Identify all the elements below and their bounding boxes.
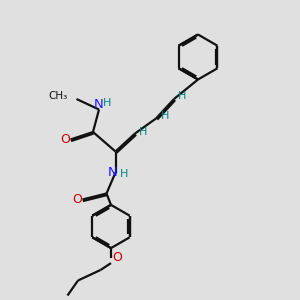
Text: O: O: [61, 133, 70, 146]
Text: N: N: [94, 98, 104, 111]
Text: H: H: [120, 169, 128, 179]
Text: O: O: [113, 251, 122, 264]
Text: N: N: [108, 166, 117, 179]
Text: O: O: [73, 193, 82, 206]
Text: H: H: [178, 91, 186, 101]
Text: CH₃: CH₃: [49, 91, 68, 101]
Text: H: H: [139, 127, 148, 137]
Text: H: H: [103, 98, 111, 109]
Text: H: H: [161, 111, 169, 121]
